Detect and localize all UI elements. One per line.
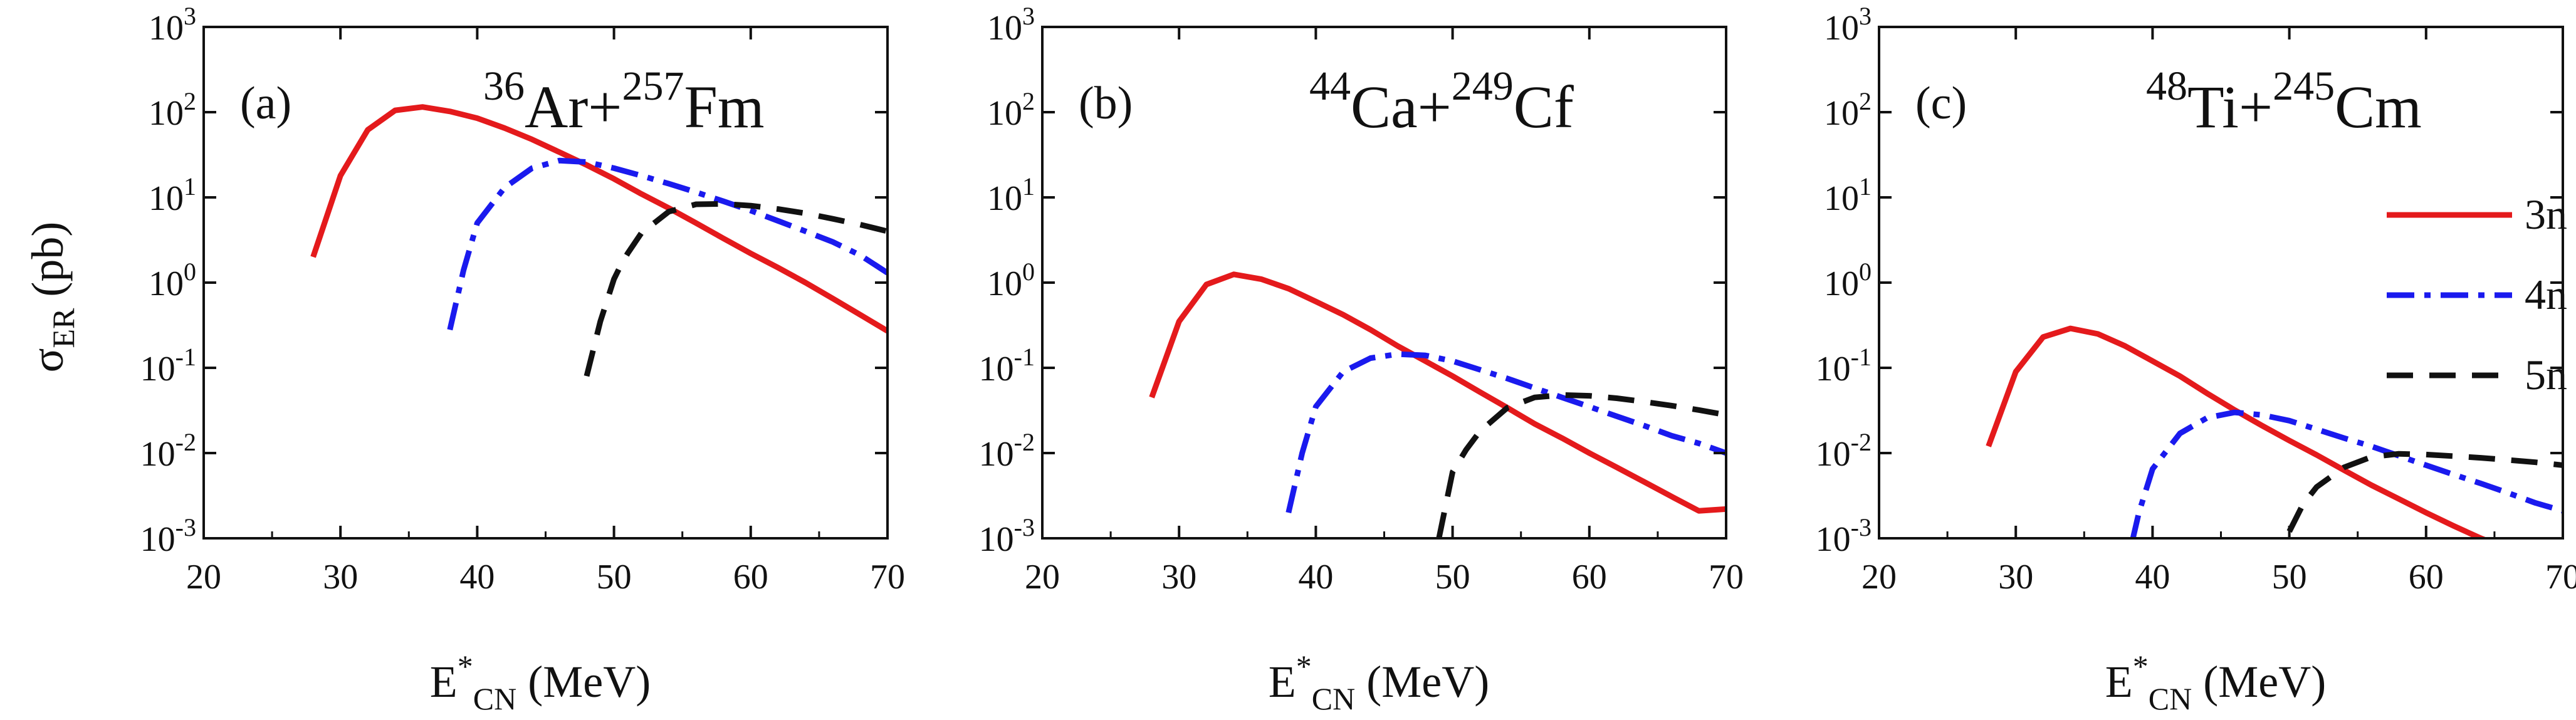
- panel-c-reaction-text-1: Ti+: [2187, 73, 2273, 140]
- panel-a-plot-layer: 20 30 40 50 60 70 10-3 10-2 10-1 100 101 102 103: [140, 2, 905, 597]
- panel-c-y-tick-label: 100: [1824, 258, 1872, 303]
- panel-c-reaction-sup-1: 48: [2146, 63, 2187, 109]
- panel-a-x-tick-label: 70: [870, 558, 905, 597]
- panel-a-label: (a): [240, 78, 291, 129]
- panel-c-y-tick-label: 102: [1824, 87, 1872, 133]
- panel-a-series-3n-line: [310, 104, 887, 334]
- panel-a-reaction-label: 36Ar+257Fm: [483, 63, 765, 140]
- panel-c-reaction-text-2: Cm: [2335, 73, 2422, 140]
- panel-b-reaction-sup-2: 249: [1452, 63, 1514, 109]
- panel-b-series-5n-line: [1436, 392, 1726, 538]
- panel-b-y-tick-label: 103: [987, 2, 1035, 48]
- panel-c-x-tick-label: 60: [2409, 558, 2444, 597]
- panel-a-reaction-sup-2: 257: [622, 63, 684, 109]
- panel-c-x-tick-label: 50: [2272, 558, 2307, 597]
- panel-b-x-tick-label: 30: [1161, 558, 1196, 597]
- panel-a-y-tick-label: 102: [149, 87, 196, 133]
- panel-b-reaction-text-1: Ca+: [1351, 73, 1452, 140]
- x-axis-title-b-sup: *: [1296, 649, 1312, 684]
- panel-b-x-tick-label: 70: [1709, 558, 1744, 597]
- panel-b: 20 30 40 50 60 70 10-3 10-2 10-1 100 101 102 103 (b)…: [979, 2, 1744, 597]
- panel-a-y-tick-label: 100: [149, 258, 196, 303]
- panel-c-x-tick-label: 40: [2135, 558, 2170, 597]
- panel-a-x-tick-label: 20: [186, 558, 221, 597]
- panel-c-series-5n-line: [2286, 451, 2563, 533]
- panel-a-x-tick-label: 40: [459, 558, 495, 597]
- legend: 3n 4n 5n: [2387, 190, 2567, 399]
- panel-b-reaction-sup-1: 44: [1309, 63, 1351, 109]
- x-axis-title-c-main: E: [2105, 657, 2133, 707]
- legend-label-5n: 5n: [2525, 351, 2567, 399]
- y-axis-title-unit: (pb): [23, 222, 73, 308]
- panel-b-y-tick-label: 10-3: [979, 513, 1035, 559]
- panel-c-label: (c): [1915, 78, 1967, 129]
- panel-b-x-tick-label: 40: [1298, 558, 1333, 597]
- legend-label-3n: 3n: [2525, 190, 2567, 238]
- panel-c-y-tick-label: 10-3: [1816, 513, 1872, 559]
- panel-b-plot-layer: 20 30 40 50 60 70 10-3 10-2 10-1 100 101 102 103: [979, 2, 1744, 597]
- panel-b-y-tick-label: 101: [987, 172, 1035, 218]
- panel-c-y-tick-label: 101: [1824, 172, 1872, 218]
- panel-a-reaction-sup-1: 36: [483, 63, 525, 109]
- x-axis-title-a-unit: (MeV): [516, 657, 651, 707]
- panel-c-plot-layer: 20 30 40 50 60 70 10-3 10-2 10-1 100 101 102 103: [1816, 2, 2576, 597]
- panel-a-series-4n-line: [447, 157, 887, 331]
- panel-b-y-tick-label: 10-1: [979, 343, 1035, 389]
- panel-b-x-tick-label: 60: [1572, 558, 1607, 597]
- panel-a-reaction-text-2: Fm: [684, 73, 764, 140]
- panel-b-y-tick-label: 10-2: [979, 428, 1035, 474]
- panel-c-x-tick-label: 70: [2545, 558, 2576, 597]
- x-axis-title-c-sub: CN: [2149, 681, 2192, 716]
- panel-c-y-tick-label: 103: [1824, 2, 1872, 48]
- panel-b-x-tick-label: 50: [1435, 558, 1470, 597]
- x-axis-title-a-sub: CN: [473, 681, 516, 716]
- panel-a-reaction-text-1: Ar+: [525, 73, 622, 140]
- panel-b-series-4n-line: [1285, 351, 1726, 514]
- panel-b-y-tick-label: 100: [987, 258, 1035, 303]
- panel-b-x-tick-label: 20: [1025, 558, 1060, 597]
- x-axis-title-c: E*CN (MeV): [2105, 649, 2326, 716]
- panel-a-y-tick-label: 10-2: [140, 428, 196, 474]
- panel-a-y-tick-label: 101: [149, 172, 196, 218]
- x-axis-title-b-unit: (MeV): [1355, 657, 1489, 707]
- panel-a-y-tick-label: 103: [149, 2, 196, 48]
- panel-b-label: (b): [1079, 78, 1133, 129]
- panel-b-series-3n-line: [1149, 271, 1726, 514]
- x-axis-title-c-unit: (MeV): [2192, 657, 2326, 707]
- y-axis-title-sub: ER: [46, 308, 81, 348]
- panel-b-y-tick-label: 102: [987, 87, 1035, 133]
- panel-a-x-tick-label: 60: [733, 558, 768, 597]
- panel-c-y-tick-label: 10-2: [1816, 428, 1872, 474]
- panel-c-reaction-label: 48Ti+245Cm: [2146, 63, 2422, 140]
- x-axis-title-a-sup: *: [458, 649, 473, 684]
- panel-c-series-4n-line: [2130, 409, 2563, 538]
- panel-a: 20 30 40 50 60 70 10-3 10-2 10-1 100 101 102 103 (a)…: [140, 2, 905, 597]
- panel-c-x-tick-label: 30: [1998, 558, 2033, 597]
- panel-c-series-3n-line: [1986, 325, 2489, 538]
- panel-c-y-tick-label: 10-1: [1816, 343, 1872, 389]
- y-axis-title: σER (pb): [23, 222, 81, 373]
- panel-a-x-tick-label: 30: [323, 558, 358, 597]
- x-axis-title-a: E*CN (MeV): [430, 649, 651, 716]
- y-axis-title-main: σ: [23, 348, 73, 373]
- panel-a-y-tick-label: 10-3: [140, 513, 196, 559]
- x-axis-title-b: E*CN (MeV): [1269, 649, 1489, 716]
- x-axis-title-a-main: E: [430, 657, 458, 707]
- x-axis-title-b-main: E: [1269, 657, 1296, 707]
- panel-b-reaction-text-2: Cf: [1514, 73, 1574, 140]
- panel-c-x-tick-label: 20: [1861, 558, 1897, 597]
- panel-a-x-tick-label: 50: [597, 558, 632, 597]
- panel-a-y-tick-label: 10-1: [140, 343, 196, 389]
- x-axis-title-b-sub: CN: [1312, 681, 1355, 716]
- panel-a-series-5n-line: [584, 201, 887, 377]
- x-axis-title-c-sup: *: [2133, 649, 2149, 684]
- panel-c: 20 30 40 50 60 70 10-3 10-2 10-1 100 101 102 103 (c)…: [1816, 2, 2576, 597]
- panel-c-reaction-sup-2: 245: [2273, 63, 2335, 109]
- panel-b-reaction-label: 44Ca+249Cf: [1309, 63, 1574, 140]
- legend-label-4n: 4n: [2525, 271, 2567, 318]
